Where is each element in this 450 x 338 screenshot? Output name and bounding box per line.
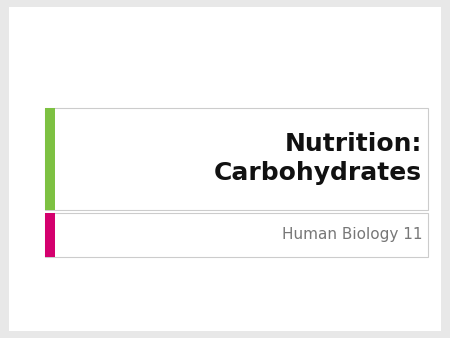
- Text: Nutrition:
Carbohydrates: Nutrition: Carbohydrates: [214, 132, 422, 185]
- Bar: [45, 108, 428, 210]
- Text: Human Biology 11: Human Biology 11: [282, 227, 422, 242]
- Bar: [45, 108, 55, 210]
- Bar: [45, 213, 428, 257]
- Bar: [45, 213, 55, 257]
